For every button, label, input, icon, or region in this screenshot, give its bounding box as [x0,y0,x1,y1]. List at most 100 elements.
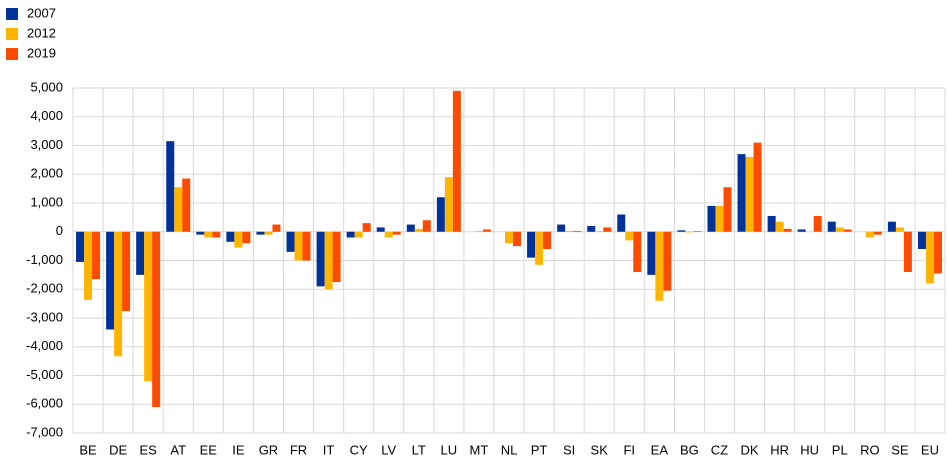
x-tick-label: PL [832,442,848,457]
bar [557,224,566,232]
bar [595,231,604,232]
bar [505,231,513,244]
bar [212,231,221,238]
y-tick-label: -4,000 [26,338,63,353]
x-tick-label: DE [109,442,127,457]
bar [535,231,544,265]
x-tick-label: EE [200,442,218,457]
bar [444,177,453,232]
bar [122,231,131,312]
y-tick-label: -5,000 [26,367,63,382]
x-tick-label: IE [232,442,245,457]
bar [573,230,582,232]
x-tick-label: DK [741,442,759,457]
bar [302,231,311,261]
bar [264,231,273,235]
bar [925,231,934,284]
bar [114,231,123,357]
legend-label: 2019 [27,45,56,60]
bar [827,221,836,232]
x-tick-label: PT [531,442,548,457]
x-tick-label: CY [350,442,368,457]
legend-label: 2007 [27,5,56,20]
bar [474,231,483,232]
x-tick-label: LU [441,442,458,457]
x-tick-label: EA [651,442,669,457]
bar [565,230,574,232]
bar [106,231,115,330]
bar [685,231,694,233]
bar [543,231,552,249]
y-tick-label: -7,000 [26,424,63,439]
x-tick-label: AT [170,442,186,457]
x-tick-label: FI [623,442,635,457]
x-tick-label: NL [501,442,518,457]
x-tick-label: SK [591,442,609,457]
bar [346,231,355,238]
y-tick-label: 0 [56,223,63,238]
x-tick-label: HR [770,442,789,457]
bar [76,231,85,262]
bar [392,231,401,235]
bar [84,231,93,300]
y-tick-label: -6,000 [26,396,63,411]
legend-swatch [6,48,18,60]
x-tick-label: BG [680,442,699,457]
bar [182,178,191,232]
bar [737,154,746,232]
bar [663,231,672,291]
bar [783,228,792,232]
y-tick-label: 5,000 [30,79,63,94]
bar [362,223,371,232]
bar [136,231,145,275]
bar [903,231,912,272]
bar [272,224,281,232]
bar [707,205,716,232]
x-tick-label: CZ [711,442,728,457]
x-tick-label: EU [921,442,939,457]
x-tick-label: RO [860,442,880,457]
bar [633,231,642,272]
bar [332,231,341,283]
bar [166,141,175,232]
bar [603,227,612,232]
y-tick-label: -3,000 [26,309,63,324]
bar [316,231,325,287]
bar [835,227,844,232]
y-tick-label: 3,000 [30,137,63,152]
x-tick-label: IT [323,442,335,457]
bar [226,231,235,242]
bar [513,231,521,247]
bar [655,231,664,301]
bar [406,224,415,232]
legend-label: 2012 [27,25,56,40]
bar [376,227,385,232]
bar [587,226,596,232]
bar [234,231,243,248]
bar [933,231,942,274]
bar [753,142,762,232]
bar [294,231,303,261]
bar [384,231,393,238]
bar [152,231,161,408]
x-tick-label: SI [563,442,575,457]
bar [865,231,874,238]
x-tick-label: MT [470,442,489,457]
y-tick-label: -1,000 [26,252,63,267]
bar [843,229,852,232]
bar [324,231,333,290]
bar [482,229,491,232]
bar [452,90,461,232]
bar [174,187,183,232]
bar [723,187,732,232]
bar [677,230,686,232]
bar [527,231,536,258]
bar [873,231,882,235]
bar [917,231,926,249]
bar [617,214,626,232]
bar [887,221,896,232]
bar [715,205,724,232]
x-tick-label: SE [891,442,909,457]
bar [144,231,153,382]
